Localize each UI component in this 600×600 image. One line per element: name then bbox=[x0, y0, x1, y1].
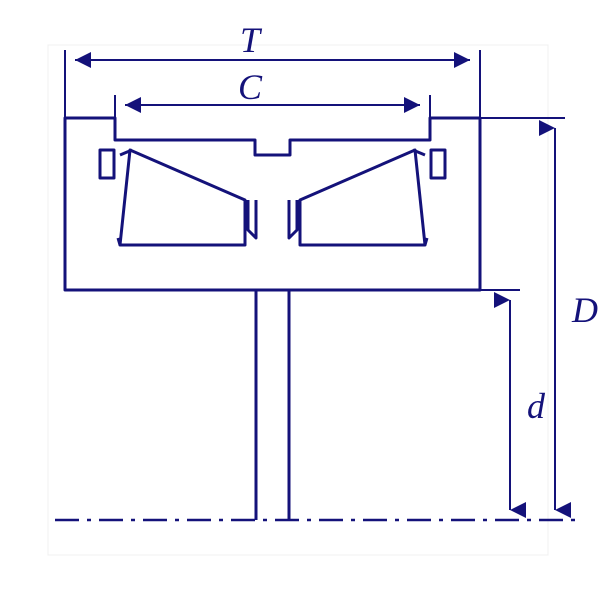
cage-right bbox=[289, 200, 297, 238]
label-T: T bbox=[240, 20, 263, 60]
roller-left-cap2 bbox=[118, 238, 120, 245]
label-C: C bbox=[238, 67, 263, 107]
flange-left bbox=[100, 150, 114, 178]
outer-ring-outline bbox=[65, 118, 480, 290]
roller-right-cap2 bbox=[425, 238, 427, 245]
cage-left bbox=[248, 200, 256, 238]
label-d: d bbox=[527, 386, 546, 426]
label-D: D bbox=[571, 290, 598, 330]
flange-right bbox=[431, 150, 445, 178]
frame bbox=[48, 45, 548, 555]
roller-right bbox=[300, 150, 425, 245]
cross-section bbox=[65, 118, 480, 520]
bearing-cross-section-diagram: T C D d bbox=[0, 0, 600, 600]
roller-left bbox=[120, 150, 245, 245]
